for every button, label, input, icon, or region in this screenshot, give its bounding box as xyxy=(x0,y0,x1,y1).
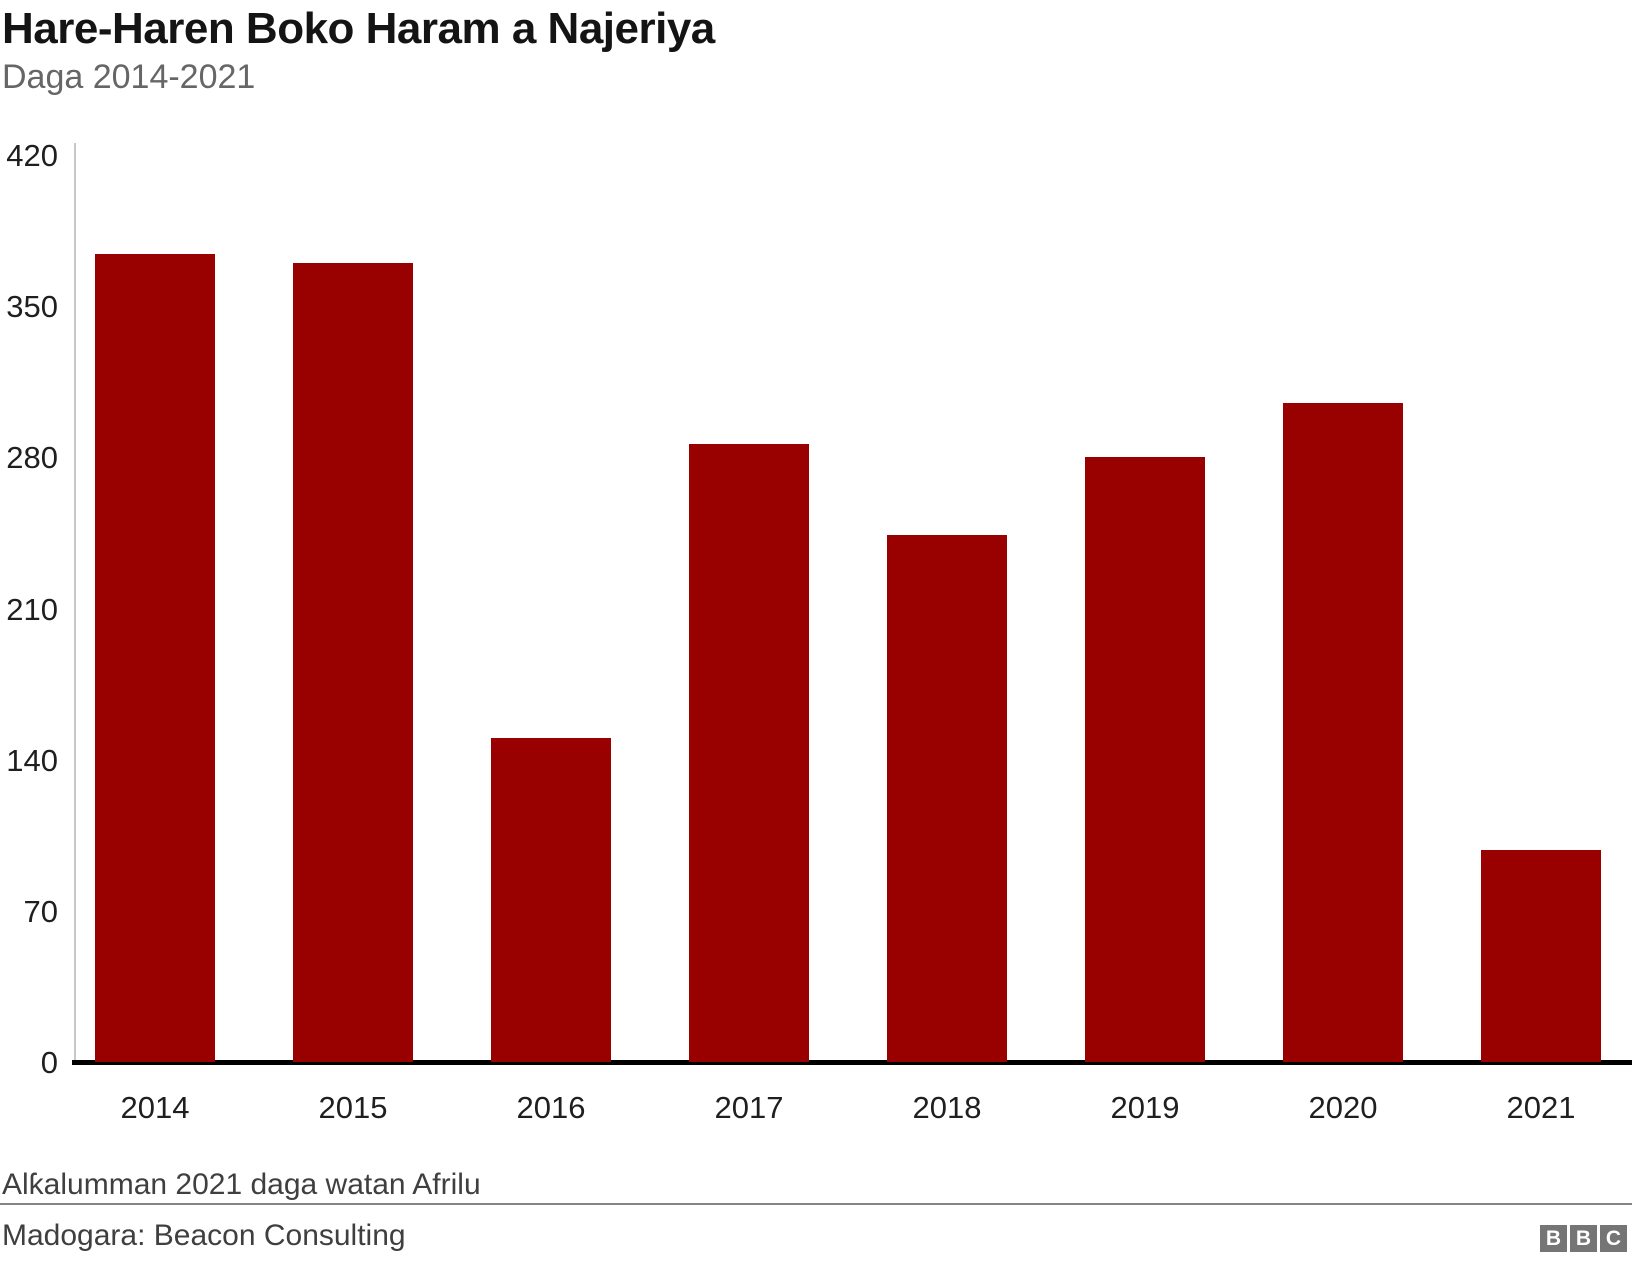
x-tick-label-2021: 2021 xyxy=(1506,1090,1576,1125)
bbc-logo-block-c: C xyxy=(1600,1225,1627,1252)
x-tick-label-2016: 2016 xyxy=(516,1090,586,1125)
bar-2020 xyxy=(1283,403,1403,1062)
x-tick-label-2019: 2019 xyxy=(1110,1090,1180,1125)
y-tick-label: 280 xyxy=(6,440,58,476)
y-tick-label: 140 xyxy=(6,742,58,778)
bar-2015 xyxy=(293,263,413,1062)
x-tick-label-2018: 2018 xyxy=(912,1090,982,1125)
x-tick-label-2017: 2017 xyxy=(714,1090,784,1125)
chart-subtitle: Daga 2014-2021 xyxy=(2,58,256,96)
x-tick-label-2014: 2014 xyxy=(120,1090,190,1125)
y-tick-label: 210 xyxy=(6,591,58,627)
bbc-logo-block-b1: B xyxy=(1540,1225,1567,1252)
y-tick-label: 350 xyxy=(6,289,58,325)
x-tick-label-2015: 2015 xyxy=(318,1090,388,1125)
y-tick-label: 420 xyxy=(6,138,58,173)
bar-2017 xyxy=(689,444,809,1062)
bbc-logo-block-b2: B xyxy=(1570,1225,1597,1252)
bar-2014 xyxy=(95,254,215,1062)
y-axis-line xyxy=(74,143,76,1062)
chart-source: Madogara: Beacon Consulting xyxy=(2,1219,406,1252)
chart-footnote: Alƙalumman 2021 daga watan Afrilu xyxy=(2,1168,481,1201)
bar-2021 xyxy=(1481,850,1601,1062)
bar-2019 xyxy=(1085,457,1205,1062)
footer-divider xyxy=(0,1203,1632,1205)
x-tick-label-2020: 2020 xyxy=(1308,1090,1378,1125)
bbc-logo: B B C xyxy=(1540,1225,1627,1252)
bar-2018 xyxy=(887,535,1007,1062)
chart-title: Hare-Haren Boko Haram a Najeriya xyxy=(2,4,715,53)
x-axis-baseline xyxy=(72,1060,1632,1065)
y-tick-label: 0 xyxy=(40,1045,58,1080)
bar-2016 xyxy=(491,738,611,1062)
y-tick-label: 70 xyxy=(23,893,58,929)
